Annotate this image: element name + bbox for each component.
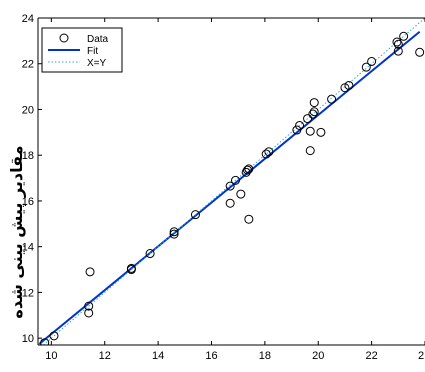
data-point xyxy=(316,127,326,137)
x-tick-label: 16 xyxy=(205,350,217,362)
data-point xyxy=(236,189,246,199)
data-point xyxy=(244,164,254,174)
y-axis-label: مقادیر پیش بینی شده xyxy=(7,145,27,318)
y-tick-label: 14 xyxy=(22,242,34,254)
x-tick-label: 12 xyxy=(99,350,111,362)
y-tick-label: 16 xyxy=(22,196,34,208)
plot-area xyxy=(38,18,425,345)
data-point xyxy=(126,265,136,275)
data-point xyxy=(303,114,313,124)
y-tick-label: 12 xyxy=(22,287,34,299)
data-point xyxy=(393,46,403,56)
plot-content xyxy=(38,18,425,345)
data-point xyxy=(264,147,274,157)
data-point xyxy=(305,126,315,136)
data-point xyxy=(145,249,155,259)
data-point xyxy=(190,210,200,220)
data-point xyxy=(261,149,271,159)
data-point xyxy=(225,181,235,191)
data-point xyxy=(309,98,319,108)
legend-label: X=Y xyxy=(87,58,107,69)
data-point xyxy=(84,301,94,311)
data-point xyxy=(367,56,377,66)
legend-label: Data xyxy=(87,34,109,45)
data-point xyxy=(344,80,354,90)
data-point xyxy=(244,214,254,224)
legend-label: Fit xyxy=(87,46,98,57)
data-point xyxy=(231,175,241,185)
data-point xyxy=(361,62,371,72)
fit-line xyxy=(38,30,421,345)
data-point xyxy=(49,331,59,341)
data-point xyxy=(243,165,253,175)
data-point xyxy=(292,125,302,135)
y-tick-label: 20 xyxy=(22,104,34,116)
x-tick-label: 18 xyxy=(259,350,271,362)
data-point xyxy=(305,146,315,156)
data-point xyxy=(308,109,318,119)
data-point xyxy=(415,47,425,57)
y-tick-label: 22 xyxy=(22,59,34,71)
data-point xyxy=(84,308,94,318)
x-tick-label: 22 xyxy=(365,350,377,362)
data-point xyxy=(85,267,95,277)
data-point xyxy=(169,227,179,237)
data-point xyxy=(225,198,235,208)
data-point xyxy=(393,39,403,49)
x-tick-label: 20 xyxy=(312,350,324,362)
data-point xyxy=(399,31,409,41)
data-point xyxy=(169,229,179,239)
data-point xyxy=(295,120,305,130)
data-point xyxy=(327,94,337,104)
y-tick-label: 24 xyxy=(22,13,34,25)
x-tick-label: 10 xyxy=(45,350,57,362)
data-point xyxy=(392,37,402,47)
y-tick-label: 18 xyxy=(22,150,34,162)
x-tick-label: 14 xyxy=(152,350,164,362)
data-point xyxy=(40,338,50,345)
data-point xyxy=(309,107,319,117)
y-tick-label: 10 xyxy=(22,333,34,345)
x-tick-label: 2 xyxy=(418,350,424,362)
legend-data-marker xyxy=(59,33,69,43)
